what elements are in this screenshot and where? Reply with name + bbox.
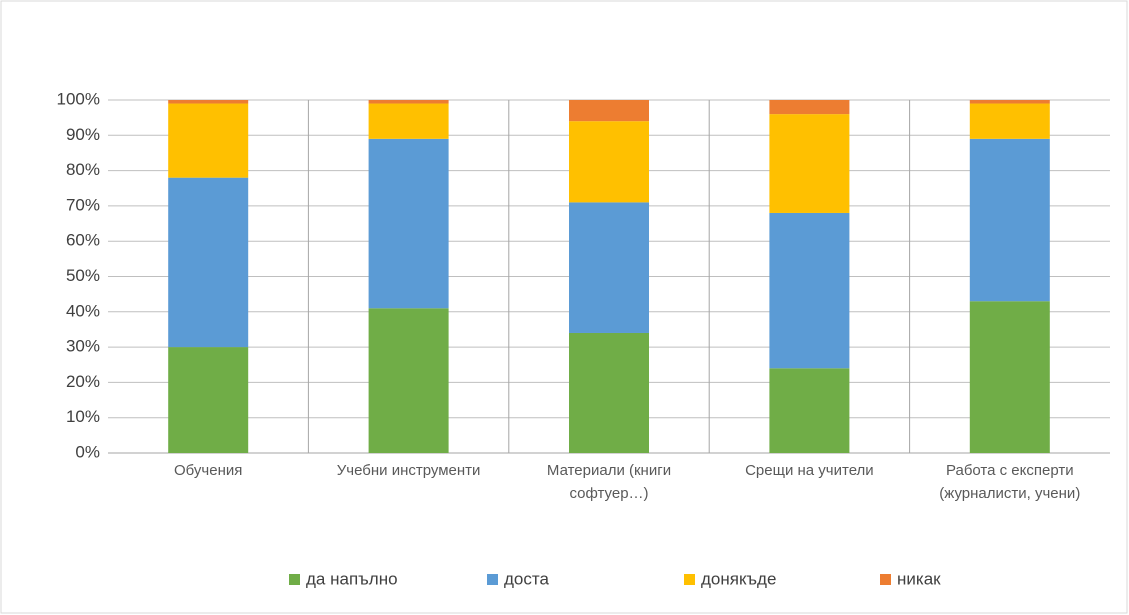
- y-tick-label: 20%: [66, 372, 100, 391]
- x-tick-label: Срещи на учители: [745, 462, 874, 479]
- y-tick-label: 40%: [66, 301, 100, 320]
- bar-segment: [969, 100, 1050, 104]
- x-tick-label: Учебни инструменти: [336, 462, 481, 479]
- bar-segment: [569, 121, 649, 203]
- bar-segment: [368, 138, 449, 309]
- y-tick-label: 10%: [66, 407, 100, 426]
- y-tick-label: 100%: [57, 89, 100, 108]
- bar-segment: [769, 368, 850, 453]
- legend-swatch: [487, 574, 498, 585]
- legend-swatch: [684, 574, 695, 585]
- y-tick-label: 50%: [66, 266, 100, 285]
- bar-segment: [769, 100, 850, 115]
- bar-segment: [168, 347, 249, 453]
- x-tick-label: Материали (книги софтуер…): [546, 462, 672, 502]
- x-tick-label: Обучения: [174, 462, 243, 479]
- bar-segment: [168, 100, 249, 104]
- bar-segment: [368, 308, 449, 453]
- y-tick-label: 70%: [66, 195, 100, 214]
- bar-segment: [569, 100, 649, 122]
- y-tick-label: 0%: [75, 442, 100, 461]
- x-tick-label: Работа с експерти (журналисти, учени): [939, 462, 1081, 502]
- bar-segment: [168, 103, 249, 178]
- legend-swatch: [289, 574, 300, 585]
- bar-segment: [569, 202, 649, 333]
- bar-segment: [569, 332, 649, 453]
- y-tick-label: 80%: [66, 160, 100, 179]
- bar-segment: [168, 177, 249, 348]
- bar-segment: [969, 103, 1050, 139]
- legend-label: доста: [504, 569, 549, 588]
- bar-segment: [368, 100, 449, 104]
- legend-label: никак: [897, 569, 941, 588]
- legend-label: да напълно: [306, 569, 398, 588]
- y-tick-label: 30%: [66, 337, 100, 356]
- y-tick-label: 60%: [66, 231, 100, 250]
- bar-segment: [368, 103, 449, 139]
- bar-segment: [769, 114, 850, 213]
- legend-swatch: [880, 574, 891, 585]
- bar-segment: [969, 301, 1050, 453]
- bar-segment: [969, 138, 1050, 302]
- legend-label: донякъде: [701, 569, 776, 588]
- y-tick-label: 90%: [66, 125, 100, 144]
- bar-segment: [769, 212, 850, 369]
